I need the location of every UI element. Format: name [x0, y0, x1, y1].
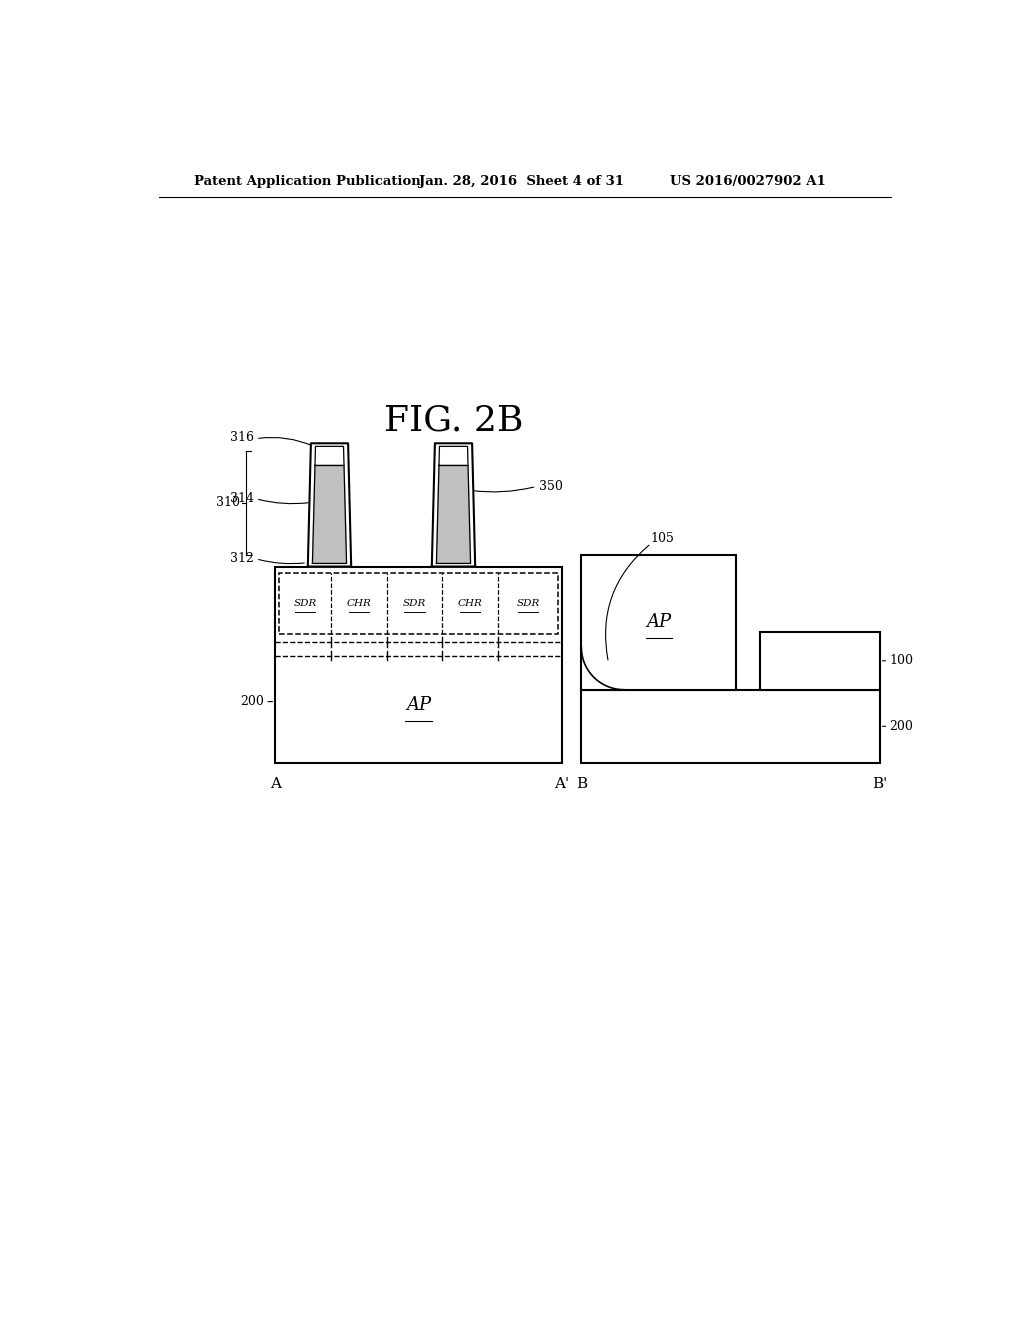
Text: A': A'	[554, 777, 569, 792]
Polygon shape	[436, 466, 471, 564]
Text: CHR: CHR	[346, 599, 371, 609]
Text: 314: 314	[229, 492, 254, 506]
Polygon shape	[312, 466, 346, 564]
Text: 200: 200	[240, 696, 263, 708]
Text: Patent Application Publication: Patent Application Publication	[194, 176, 421, 187]
Text: A: A	[269, 777, 281, 792]
Text: 200: 200	[889, 719, 913, 733]
Text: Jan. 28, 2016  Sheet 4 of 31: Jan. 28, 2016 Sheet 4 of 31	[419, 176, 624, 187]
Bar	[275, 566, 562, 763]
Text: AP: AP	[646, 614, 672, 631]
Text: 105: 105	[651, 532, 675, 545]
Text: SDR: SDR	[516, 599, 540, 609]
Text: 100: 100	[889, 655, 913, 668]
Bar	[582, 554, 736, 689]
Text: SDR: SDR	[293, 599, 316, 609]
Text: CHR: CHR	[458, 599, 482, 609]
Bar	[760, 632, 880, 689]
Text: US 2016/0027902 A1: US 2016/0027902 A1	[671, 176, 826, 187]
Text: 316: 316	[229, 430, 254, 444]
Bar	[582, 690, 880, 763]
Text: B: B	[575, 777, 587, 792]
Text: FIG. 2B: FIG. 2B	[384, 403, 523, 437]
Text: SDR: SDR	[402, 599, 426, 609]
Polygon shape	[315, 446, 344, 466]
Text: 312: 312	[229, 552, 254, 565]
Text: AP: AP	[407, 697, 431, 714]
Polygon shape	[432, 444, 475, 566]
Polygon shape	[308, 444, 351, 566]
Text: B': B'	[872, 777, 888, 792]
Text: 350: 350	[539, 480, 562, 492]
Polygon shape	[439, 446, 468, 466]
Bar	[280, 573, 558, 635]
Text: 310: 310	[216, 496, 240, 510]
